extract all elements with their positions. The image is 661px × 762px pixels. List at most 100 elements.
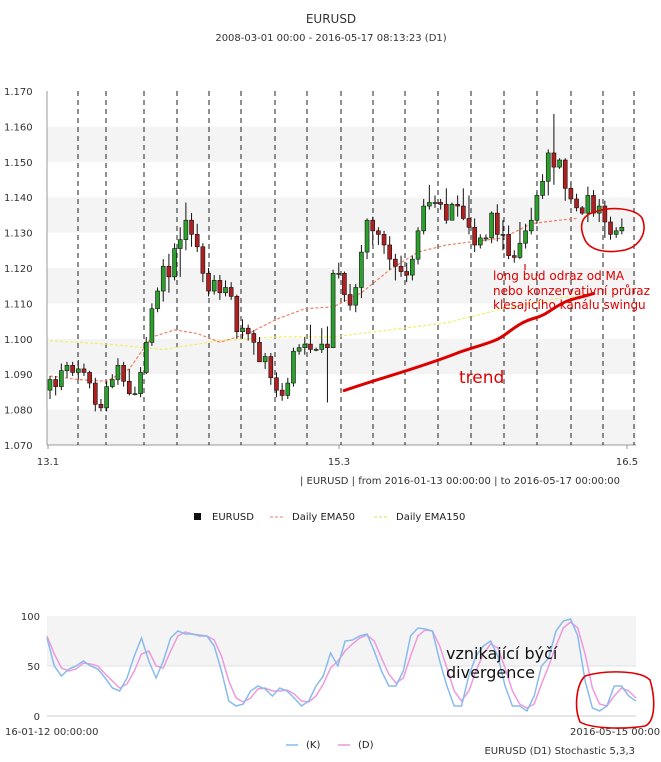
candle-body <box>404 271 409 276</box>
candle-body <box>262 356 268 363</box>
stochastic-y-tick: 100 <box>21 612 40 623</box>
candle-body <box>240 327 245 333</box>
candle-body <box>279 389 285 396</box>
candle-body <box>438 202 443 205</box>
candle-body <box>421 205 426 232</box>
candle-body <box>398 265 404 272</box>
candle-body <box>608 221 613 235</box>
candle-body <box>500 234 506 236</box>
candle-body <box>461 205 466 219</box>
candle-body <box>613 230 619 235</box>
candle-body <box>444 203 449 221</box>
stochastic-title: EURUSD (D1) Stochastic 5,3,3 <box>484 746 635 757</box>
candle-body <box>70 365 75 373</box>
candle-body <box>98 403 104 409</box>
candle-body <box>381 234 387 246</box>
candle-body <box>523 230 528 244</box>
ema150-series <box>49 295 577 351</box>
candle-body <box>308 343 313 350</box>
chart-title: EURUSD <box>306 12 356 26</box>
legend-label-k: (K) <box>306 740 320 751</box>
stochastic-y-axis: 0 50 100 <box>21 612 40 723</box>
candle-body <box>472 226 477 246</box>
candle-body <box>574 198 579 209</box>
chart-range-text: | EURUSD | from 2016-01-13 00:00:00 | to… <box>300 476 620 487</box>
candle-body <box>228 287 234 297</box>
candle-body <box>619 226 625 232</box>
hand-annotations-stochastic: vznikající býčí divergence <box>446 644 655 729</box>
price-x-tick: 16.5 <box>616 457 638 468</box>
legend-label-ema150: Daily EMA150 <box>396 512 465 523</box>
candle-body <box>353 287 359 306</box>
chart-subtitle: 2008-03-01 00:00 - 2016-05-17 08:13:23 (… <box>215 33 446 44</box>
price-legend: EURUSD Daily EMA50 Daily EMA150 <box>194 512 465 523</box>
candle-body <box>517 242 523 258</box>
candle-body <box>511 255 517 258</box>
candle-body <box>568 188 574 200</box>
price-y-tick: 1.160 <box>4 122 33 133</box>
candle-body <box>347 294 353 306</box>
highlight-circle-stochastic <box>575 671 655 729</box>
candle-body <box>359 251 364 288</box>
annotation-line-2: nebo konzervativní průraz <box>493 284 650 298</box>
divergence-line-2: divergence <box>446 663 535 682</box>
candle-body <box>166 265 172 278</box>
price-y-tick: 1.120 <box>4 264 33 275</box>
highlight-circle-price <box>580 207 645 253</box>
candle-body <box>234 296 240 333</box>
candle-body <box>217 280 223 294</box>
candle-body <box>506 234 511 256</box>
candle-body <box>579 207 585 214</box>
stochastic-y-tick: 50 <box>27 662 40 673</box>
candle-body <box>251 333 257 343</box>
candle-body <box>155 290 160 310</box>
candle-body <box>370 219 376 232</box>
price-x-tick: 13.1 <box>37 457 59 468</box>
candle-body <box>415 230 421 260</box>
stochastic-legend: (K) (D) <box>286 740 374 751</box>
candle-body <box>104 386 109 409</box>
candle-body <box>534 195 540 221</box>
candle-body <box>296 347 302 352</box>
candle-body <box>115 365 121 380</box>
candle-body <box>64 365 70 371</box>
candle-body <box>410 258 415 276</box>
candle-body <box>172 248 177 278</box>
price-y-tick: 1.100 <box>4 335 33 346</box>
stochastic-plot-background <box>47 616 636 717</box>
candle-body <box>200 246 206 274</box>
candle-body <box>291 350 296 384</box>
candle-body <box>285 382 291 396</box>
candle-body <box>194 234 200 248</box>
candle-body <box>121 365 126 382</box>
price-y-tick: 1.170 <box>4 87 33 98</box>
candle-body <box>449 203 455 221</box>
stochastic-grid-band <box>47 616 636 666</box>
candle-body <box>53 379 58 387</box>
candle-body <box>477 237 483 246</box>
price-y-tick: 1.110 <box>4 299 33 310</box>
candle-body <box>313 349 319 351</box>
candle-body <box>126 380 132 394</box>
candle-body <box>325 343 330 348</box>
candle-body <box>466 218 472 228</box>
candle-body <box>211 280 217 292</box>
trend-line-drawing <box>342 291 596 393</box>
hand-annotations-price: trend long bud odraz od MA nebo konzerva… <box>342 207 650 393</box>
candle-body <box>483 237 489 240</box>
price-y-tick: 1.130 <box>4 229 33 240</box>
candle-body <box>432 202 438 204</box>
candle-body <box>109 379 115 387</box>
candle-body <box>562 159 568 189</box>
candle-body <box>177 239 183 249</box>
price-x-tick: 15.3 <box>328 457 350 468</box>
stochastic-k-line <box>46 618 637 713</box>
price-y-tick: 1.150 <box>4 158 33 169</box>
candle-body <box>342 273 347 295</box>
candle-body <box>268 356 274 379</box>
annotation-line-1: long bud odraz od MA <box>493 269 625 283</box>
divergence-line-1: vznikající býčí <box>446 644 558 663</box>
candle-body <box>494 212 500 235</box>
candle-body <box>591 195 596 214</box>
